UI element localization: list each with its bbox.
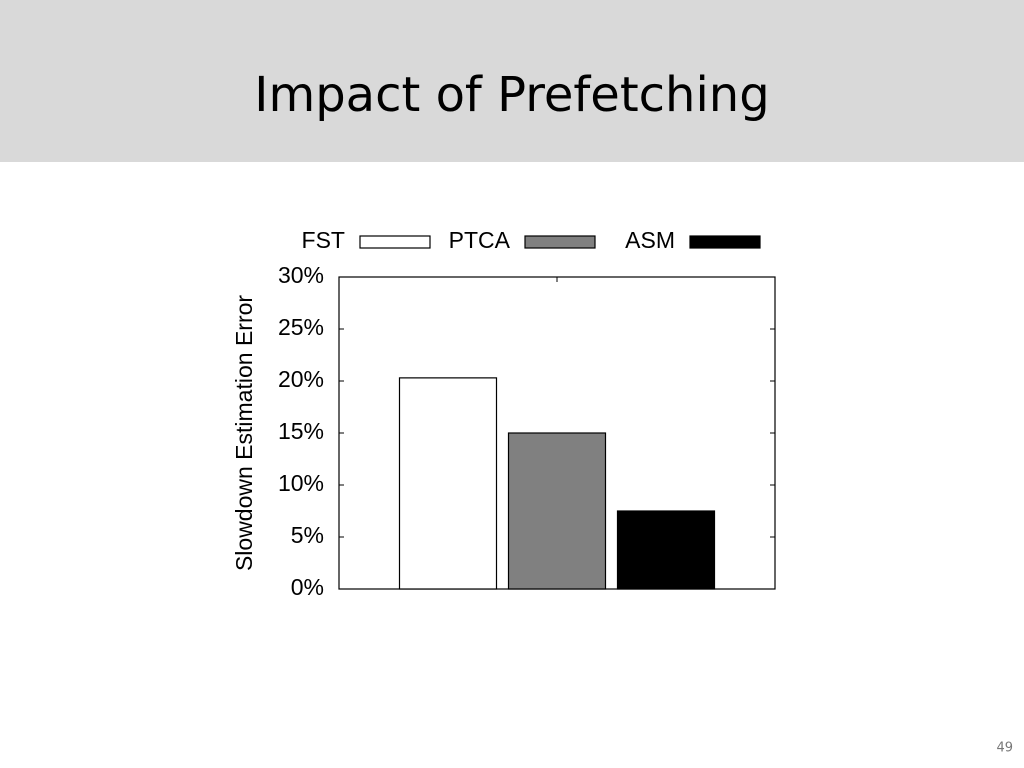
y-tick-label: 5% <box>291 522 324 548</box>
y-tick-label: 15% <box>278 418 324 444</box>
legend-swatch <box>359 235 431 249</box>
y-tick-label: 30% <box>278 262 324 288</box>
legend-label: FST <box>302 227 345 253</box>
y-tick-label: 0% <box>291 574 324 600</box>
slide-title: Impact of Prefetching <box>254 67 769 123</box>
y-axis-label: Slowdown Estimation Error <box>231 295 257 571</box>
page-number: 49 <box>996 741 1013 756</box>
header-band <box>0 0 1024 162</box>
bar <box>507 432 607 590</box>
legend-label: PTCA <box>449 227 511 253</box>
legend-label: ASM <box>625 227 675 253</box>
y-tick-label: 20% <box>278 366 324 392</box>
bar <box>616 510 716 590</box>
legend-swatch <box>524 235 596 249</box>
y-tick-label: 25% <box>278 314 324 340</box>
legend-swatch <box>689 235 761 249</box>
y-tick-label: 10% <box>278 470 324 496</box>
bar <box>398 377 498 590</box>
